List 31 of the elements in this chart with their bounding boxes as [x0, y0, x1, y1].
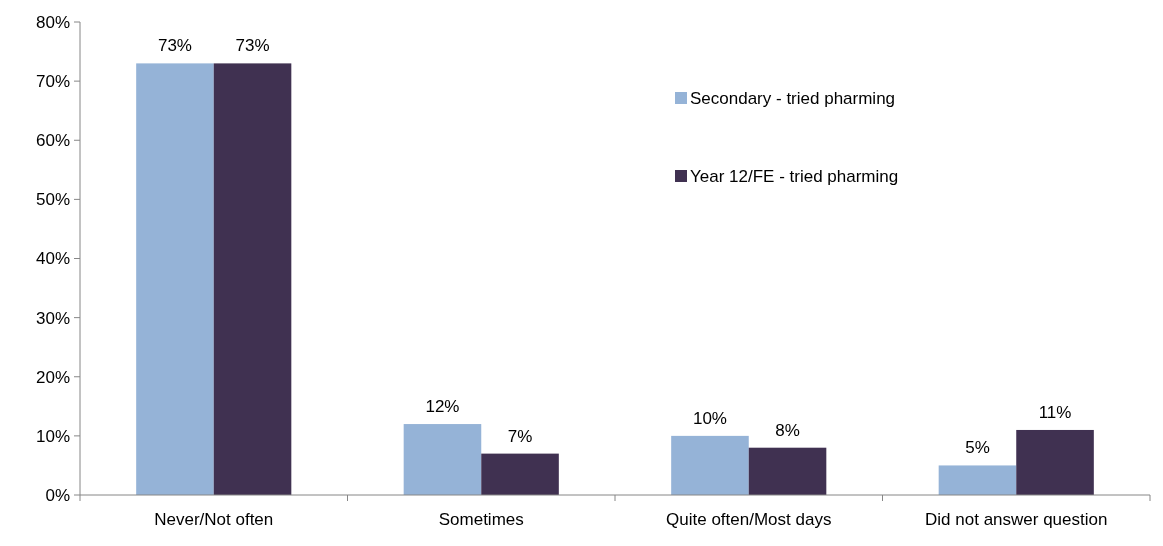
data-label: 10% — [692, 408, 727, 428]
x-tick-label: Sometimes — [438, 510, 524, 529]
data-label: 7% — [507, 426, 533, 446]
y-tick-label: 0% — [45, 485, 70, 505]
bar — [403, 424, 482, 495]
data-label: 5% — [965, 438, 990, 458]
y-tick-label: 10% — [35, 426, 70, 446]
y-tick-label: 20% — [35, 367, 70, 387]
y-tick-label: 70% — [35, 72, 70, 92]
bar — [1016, 429, 1094, 495]
y-tick-label: 30% — [35, 308, 70, 328]
data-label: 11% — [1038, 402, 1072, 422]
data-label: 73% — [157, 36, 192, 56]
legend-label: Year 12/FE - tried pharming — [690, 166, 899, 186]
bar — [748, 447, 827, 495]
bar — [671, 435, 749, 495]
bar — [213, 63, 292, 495]
x-tick-label: Never/Not often — [154, 510, 274, 529]
bar — [938, 465, 1017, 495]
data-label: 12% — [425, 397, 460, 417]
y-tick-label: 40% — [35, 249, 70, 269]
y-tick-label: 80% — [35, 12, 70, 32]
bar — [481, 453, 559, 495]
data-label: 8% — [775, 420, 800, 440]
legend-label: Secondary - tried pharming — [690, 88, 896, 108]
data-label: 73% — [235, 36, 270, 56]
bar — [136, 63, 214, 495]
x-tick-label: Quite often/Most days — [666, 510, 832, 529]
y-tick-label: 60% — [35, 131, 70, 151]
y-tick-label: 50% — [35, 190, 70, 210]
x-tick-label: Did not answer question — [925, 510, 1108, 529]
